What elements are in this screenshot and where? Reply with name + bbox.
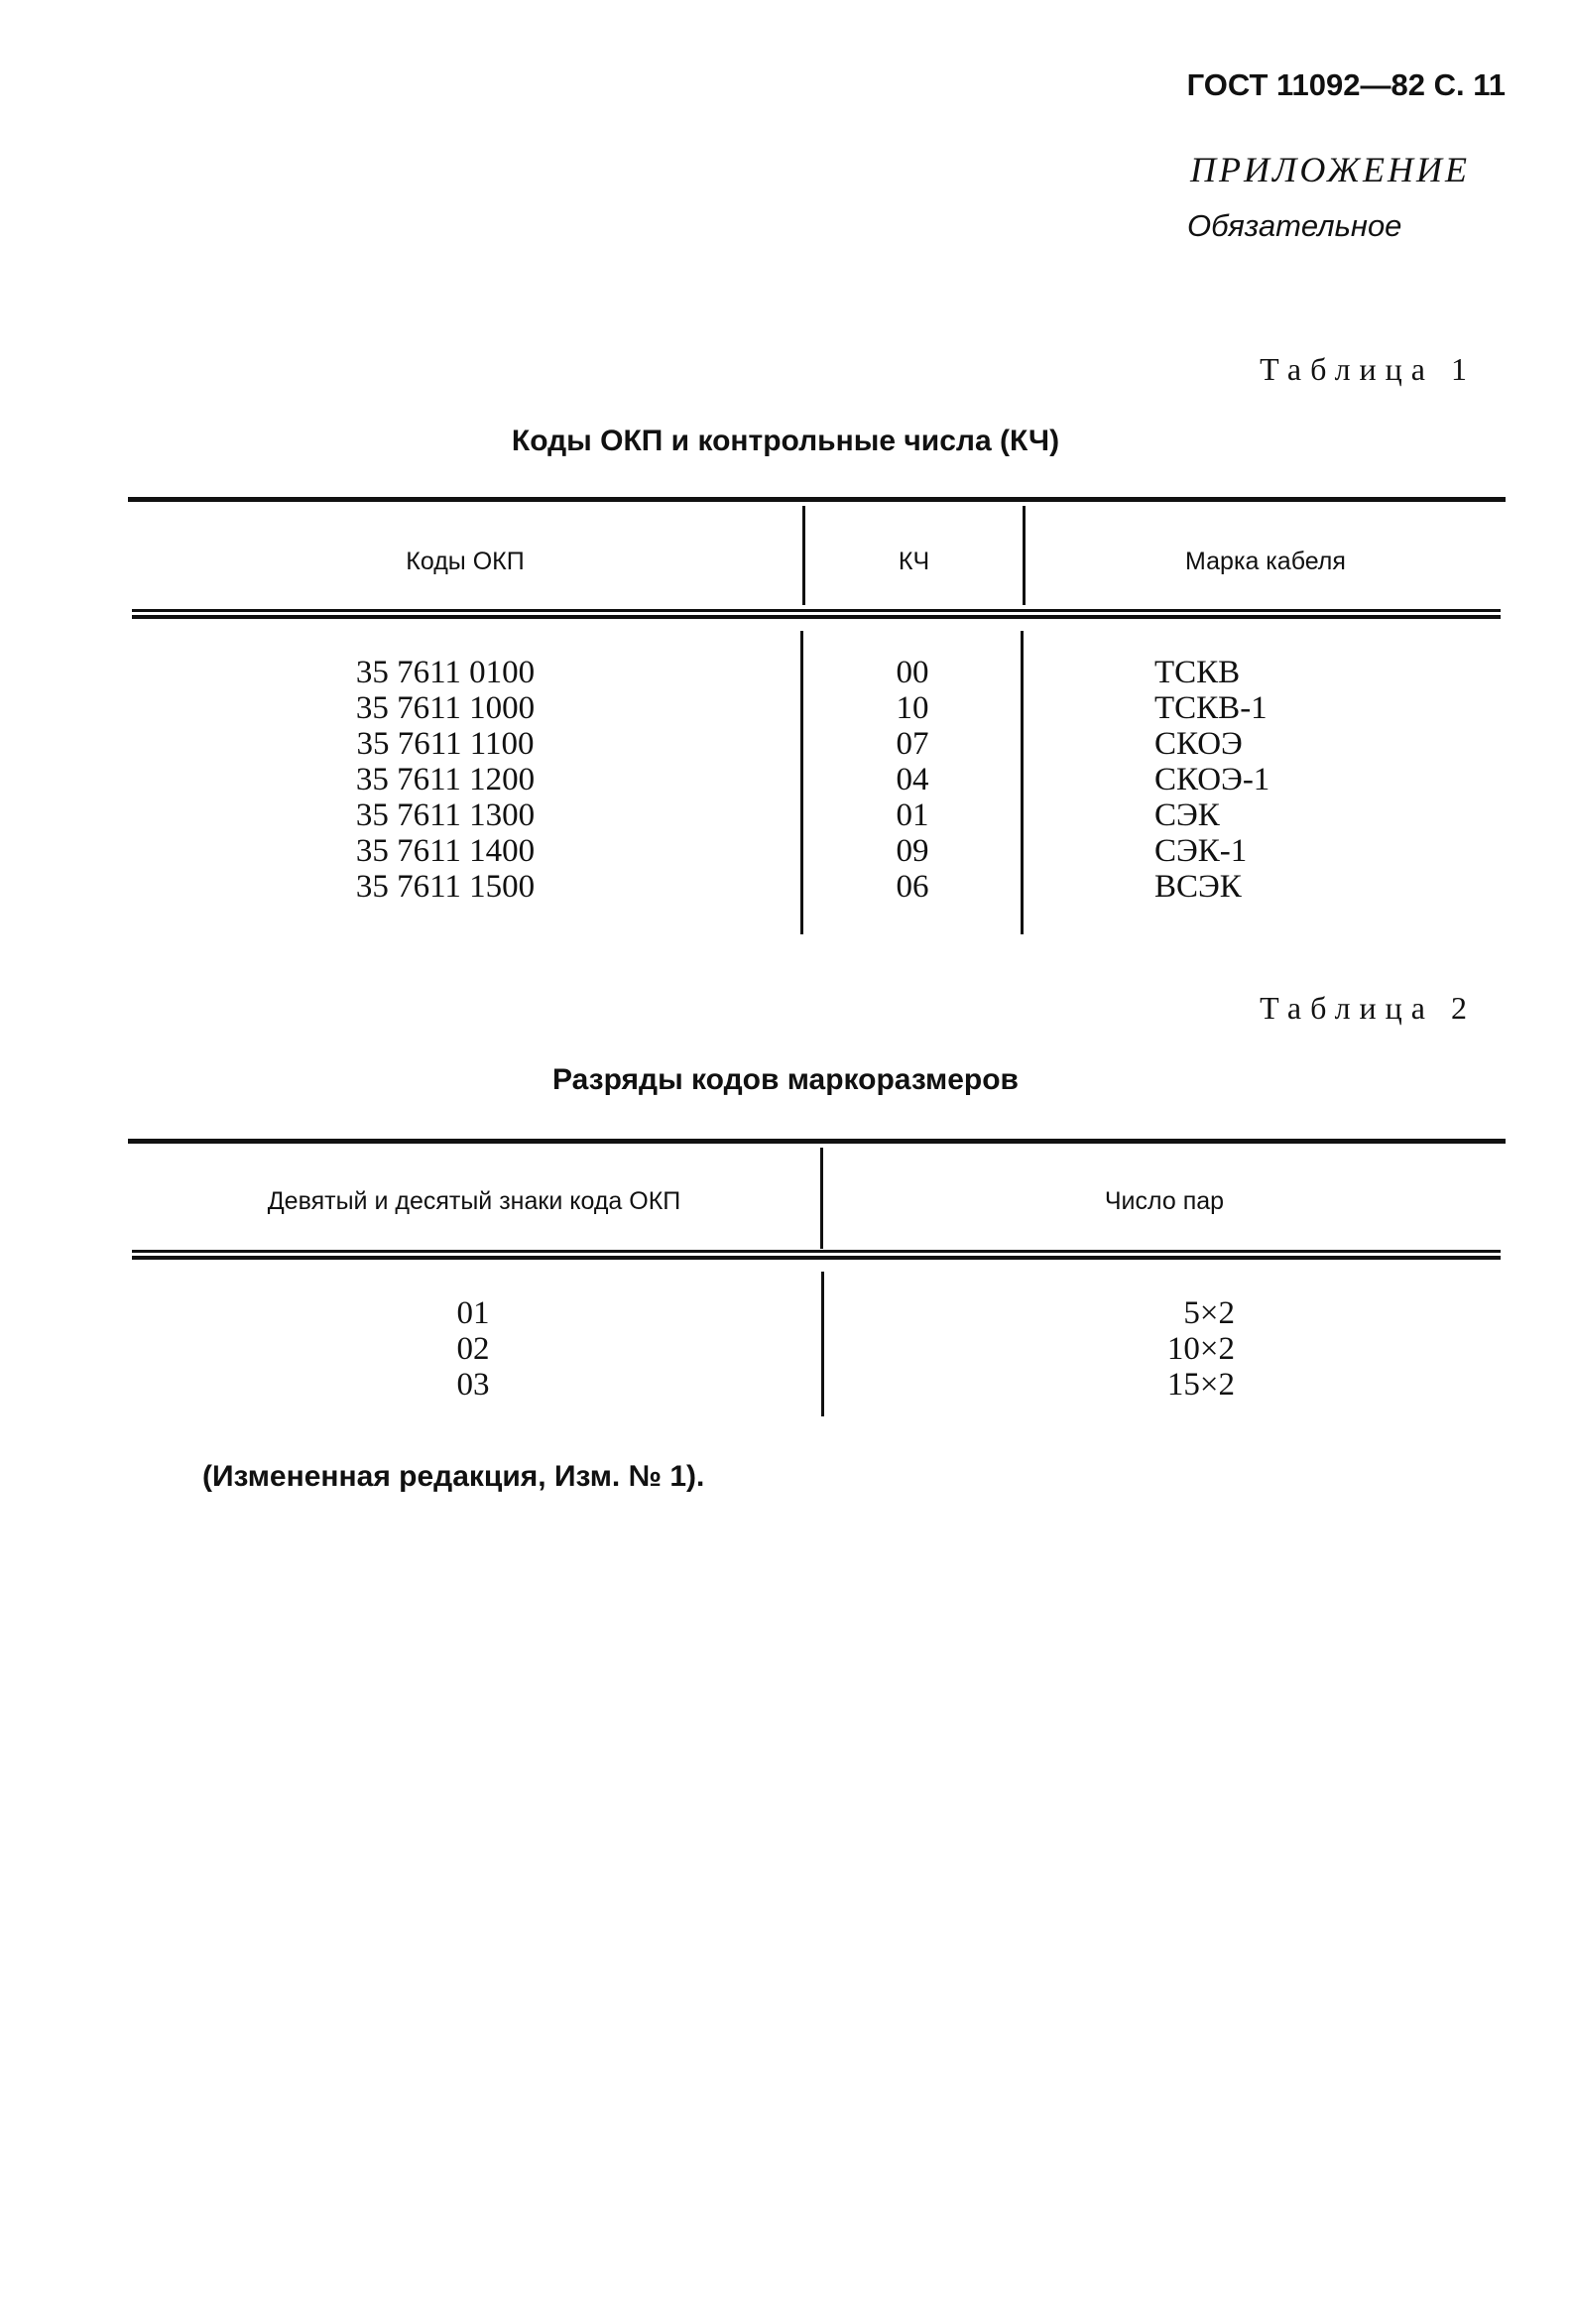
table1-top-rule — [128, 497, 1506, 502]
table1-cell-okp-code: 35 7611 1500 — [355, 869, 536, 905]
table1-divider — [1023, 506, 1026, 605]
table1-cell-control-number: 09 — [896, 833, 929, 869]
table1-header-brand: Марка кабеля — [1185, 548, 1346, 575]
table1-label: Таблица 1 — [1260, 351, 1476, 387]
table1-cell-cable-brand: ВСЭК — [1154, 869, 1242, 905]
table1-cell-okp-code: 35 7611 1000 — [355, 690, 536, 726]
table1-cell-okp-code: 35 7611 1100 — [356, 726, 535, 762]
table1-cell-cable-brand: СКОЭ-1 — [1154, 762, 1270, 797]
amendment-note: (Измененная редакция, Изм. № 1). — [202, 1460, 705, 1493]
table1-cell-control-number: 07 — [896, 726, 929, 762]
table1-cell-cable-brand: ТСКВ-1 — [1154, 690, 1268, 726]
table2-header-rule — [132, 1250, 1501, 1253]
table2-header-digits: Девятый и десятый знаки кода ОКП — [267, 1187, 681, 1215]
table1-cell-okp-code: 35 7611 1300 — [355, 797, 536, 833]
table2-cell-code-digits: 02 — [456, 1331, 490, 1367]
appendix-status: Обязательное — [1187, 208, 1402, 243]
table2-divider — [821, 1272, 824, 1416]
table1-header-kch: КЧ — [898, 548, 930, 575]
table1-cell-cable-brand: СЭК-1 — [1154, 833, 1248, 869]
table2-top-rule — [128, 1139, 1506, 1144]
table2-label: Таблица 2 — [1260, 990, 1476, 1026]
table2-header-pairs: Число пар — [1104, 1187, 1225, 1215]
table2-cell-pair-count: 5×2 — [1183, 1295, 1235, 1331]
table1-title: Коды ОКП и контрольные числа (КЧ) — [511, 425, 1060, 457]
table1-cell-cable-brand: СКОЭ — [1154, 726, 1243, 762]
table1-cell-control-number: 00 — [896, 655, 929, 690]
table1-cell-control-number: 01 — [896, 797, 929, 833]
table2-divider — [820, 1148, 823, 1249]
table1-cell-okp-code: 35 7611 1200 — [355, 762, 536, 797]
appendix-title: ПРИЛОЖЕНИЕ — [1190, 150, 1470, 189]
table1-cell-control-number: 04 — [896, 762, 929, 797]
table1-cell-okp-code: 35 7611 0100 — [355, 655, 536, 690]
table1-divider — [802, 506, 805, 605]
table1-cell-cable-brand: СЭК — [1154, 797, 1220, 833]
document-reference: ГОСТ 11092—82 С. 11 — [1186, 67, 1506, 102]
table1-cell-okp-code: 35 7611 1400 — [355, 833, 536, 869]
table2-cell-pair-count: 10×2 — [1166, 1331, 1235, 1367]
table1-header-rule — [132, 609, 1501, 612]
table2-cell-code-digits: 01 — [456, 1295, 490, 1331]
table1-header-codes: Коды ОКП — [406, 548, 525, 575]
table2-title: Разряды кодов маркоразмеров — [552, 1063, 1019, 1096]
table1-cell-cable-brand: ТСКВ — [1154, 655, 1241, 690]
table1-divider — [800, 631, 803, 934]
table1-cell-control-number: 10 — [896, 690, 929, 726]
table2-header-rule — [132, 1256, 1501, 1260]
table1-cell-control-number: 06 — [896, 869, 929, 905]
table1-header-rule — [132, 615, 1501, 619]
table2-cell-pair-count: 15×2 — [1166, 1367, 1235, 1403]
table1-divider — [1021, 631, 1024, 934]
table2-cell-code-digits: 03 — [456, 1367, 490, 1403]
